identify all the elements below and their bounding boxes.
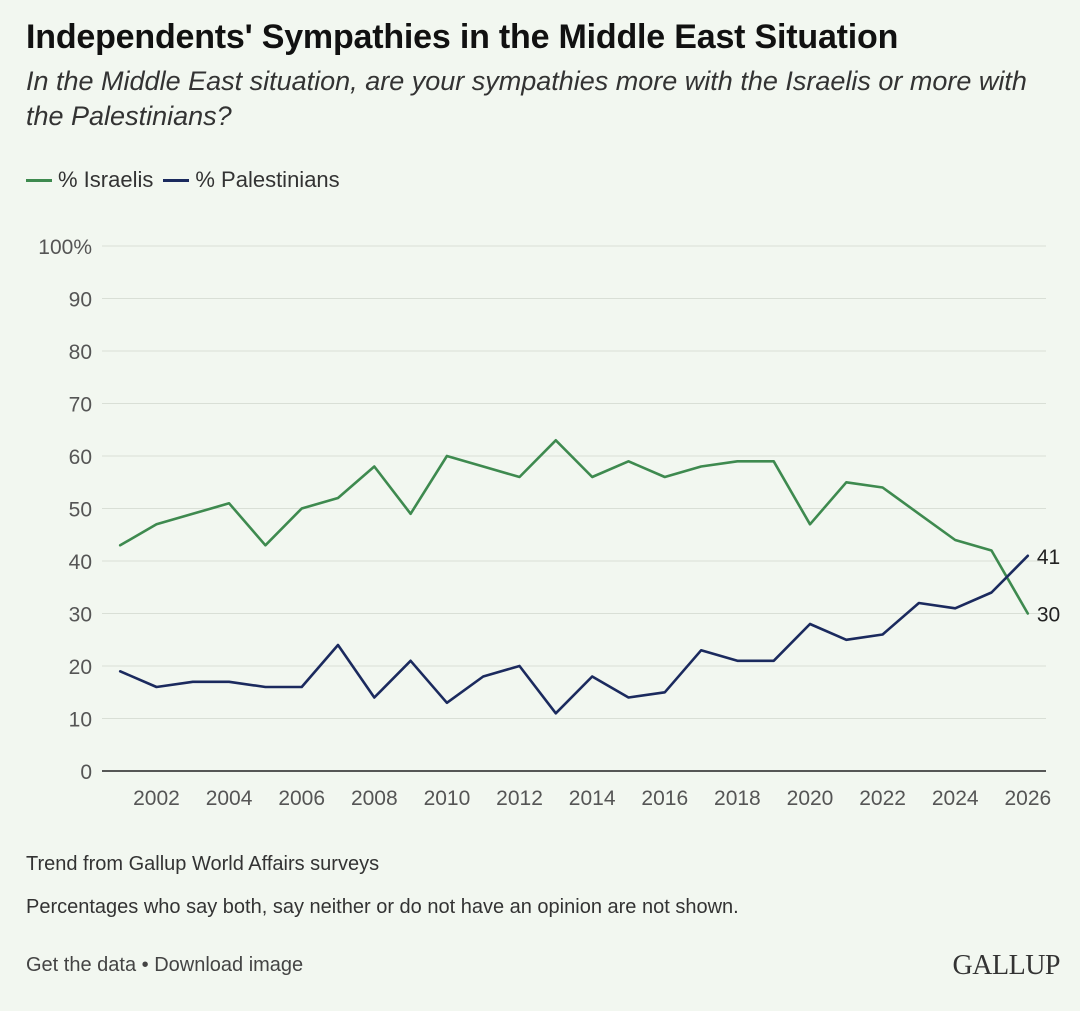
chart-title: Independents' Sympathies in the Middle E… bbox=[26, 18, 899, 56]
x-tick-label-2008: 2008 bbox=[351, 787, 398, 810]
x-tick-label-2010: 2010 bbox=[424, 787, 471, 810]
y-tick-label-80: 80 bbox=[69, 341, 92, 364]
footer-links: Get the data • Download image bbox=[26, 954, 303, 977]
legend-item-israelis: % Israelis bbox=[26, 167, 153, 193]
y-tick-label-90: 90 bbox=[69, 289, 92, 312]
series-line-israelis bbox=[118, 439, 1030, 615]
legend-label-palestinians: % Palestinians bbox=[195, 167, 340, 192]
x-tick-label-2006: 2006 bbox=[278, 787, 325, 810]
x-tick-label-2002: 2002 bbox=[133, 787, 180, 810]
x-tick-label-2026: 2026 bbox=[1004, 787, 1051, 810]
y-tick-label-70: 70 bbox=[69, 394, 92, 417]
line-chart: 0 10 20 30 40 50 60 70 80 90 100% 2002 2004 2006 2008 2… bbox=[38, 236, 1060, 810]
chart-subtitle: In the Middle East situation, are your s… bbox=[26, 66, 1027, 131]
x-tick-label-2024: 2024 bbox=[932, 787, 979, 810]
gallup-logo[interactable]: GALLUP bbox=[952, 950, 1061, 981]
legend: % Israelis % Palestinians bbox=[26, 167, 350, 193]
download-image-link[interactable]: Download image bbox=[154, 954, 304, 976]
end-label-palestinians: 41 bbox=[1037, 546, 1060, 569]
y-tick-label-10: 10 bbox=[69, 709, 92, 732]
y-tick-label-50: 50 bbox=[69, 499, 92, 522]
y-tick-label-100: 100% bbox=[38, 236, 92, 259]
note-percentages: Percentages who say both, say neither or… bbox=[26, 896, 739, 918]
x-tick-label-2020: 2020 bbox=[787, 787, 834, 810]
y-tick-label-40: 40 bbox=[69, 551, 92, 574]
legend-swatch-palestinians bbox=[163, 178, 190, 182]
note-trend: Trend from Gallup World Affairs surveys bbox=[26, 853, 380, 875]
y-tick-label-60: 60 bbox=[69, 446, 92, 469]
get-data-link[interactable]: Get the data bbox=[26, 954, 137, 976]
x-tick-label-2012: 2012 bbox=[496, 787, 543, 810]
legend-swatch-israelis bbox=[26, 178, 52, 182]
y-tick-label-30: 30 bbox=[69, 604, 92, 627]
legend-label-israelis: % Israelis bbox=[58, 167, 154, 192]
x-tick-label-2018: 2018 bbox=[714, 787, 761, 810]
x-tick-label-2016: 2016 bbox=[641, 787, 688, 810]
y-tick-label-0: 0 bbox=[80, 761, 92, 784]
series-line-palestinians bbox=[118, 554, 1030, 715]
x-tick-label-2004: 2004 bbox=[206, 787, 253, 810]
x-tick-label-2014: 2014 bbox=[569, 787, 616, 810]
end-label-israelis: 30 bbox=[1037, 604, 1060, 627]
legend-item-palestinians: % Palestinians bbox=[163, 167, 340, 193]
y-tick-label-20: 20 bbox=[69, 656, 92, 679]
x-tick-label-2022: 2022 bbox=[859, 787, 906, 810]
footer-separator: • bbox=[136, 954, 155, 976]
